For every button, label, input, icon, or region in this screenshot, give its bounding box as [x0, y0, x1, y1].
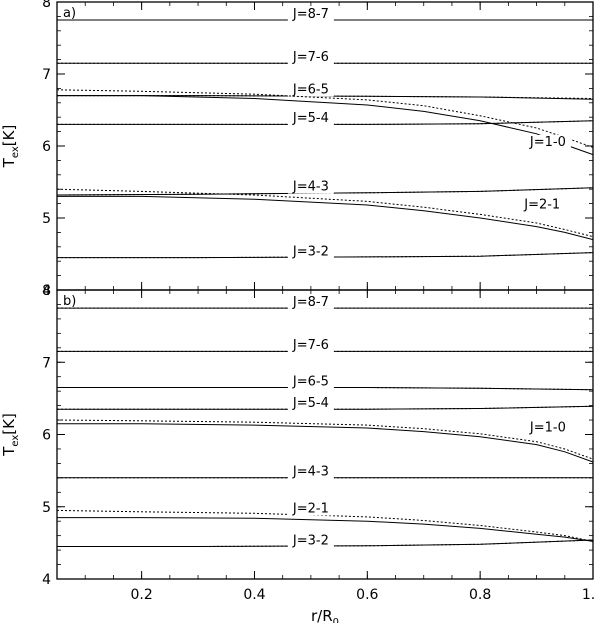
label-background	[287, 50, 334, 65]
series-J=7-6: J=7-6	[57, 50, 593, 65]
y-label-unit: [K]	[0, 413, 18, 435]
series-J=4-3: J=4-3	[56, 179, 594, 196]
label-background	[287, 6, 334, 21]
series-line-solid	[57, 405, 594, 410]
y-label-main: T	[0, 446, 18, 457]
y-axis-label: Tex[K]	[0, 413, 21, 457]
y-tick-label: 6	[42, 428, 51, 444]
label-background	[287, 294, 334, 309]
x-label-sub: 0	[333, 617, 339, 623]
series-line-dotted	[56, 188, 594, 238]
curve-label: J=6-5	[292, 82, 329, 97]
series-J=1-0: J=1-0	[56, 419, 594, 463]
series-J=3-2: J=3-2	[57, 244, 594, 259]
y-tick-label: 8	[42, 0, 51, 11]
series-J=2-1: J=2-1	[56, 501, 594, 542]
x-label-main: r/R	[311, 607, 333, 623]
curve-label: J=4-3	[292, 180, 329, 195]
label-background	[524, 135, 571, 149]
panel-label: b)	[63, 294, 76, 309]
y-tick-label: 7	[42, 355, 51, 371]
curve-label: J=3-2	[292, 533, 329, 548]
series-line-solid	[57, 252, 594, 259]
curve-label: J=2-1	[523, 198, 560, 213]
series-line-dotted	[56, 419, 594, 460]
y-label-main: T	[0, 157, 18, 168]
x-axis-label: r/R0	[311, 607, 339, 623]
label-background	[287, 464, 334, 479]
curve-label: J=7-6	[292, 338, 329, 353]
label-background	[287, 533, 334, 548]
label-background	[519, 197, 566, 212]
curve-label: J=2-1	[292, 502, 329, 517]
curve-label: J=1-0	[529, 135, 566, 150]
label-background	[287, 111, 334, 126]
series-line-solid	[57, 423, 594, 463]
label-background	[287, 338, 334, 353]
label-background	[287, 396, 334, 411]
x-tick-label: 0.6	[356, 587, 378, 603]
label-background	[287, 82, 334, 97]
y-label-unit: [K]	[0, 125, 18, 147]
y-tick-label: 6	[42, 139, 51, 155]
series-J=6-5: J=6-5	[57, 82, 594, 100]
curve-label: J=8-7	[292, 7, 329, 22]
x-tick-label: 1.0	[582, 587, 596, 603]
series-line-solid	[57, 387, 594, 391]
x-tick-label: 0.8	[469, 587, 491, 603]
y-tick-label: 4	[42, 572, 51, 588]
curve-label: J=8-7	[292, 295, 329, 310]
panel-label: a)	[63, 6, 76, 21]
series-J=4-3: J=4-3	[57, 464, 593, 480]
y-label-sub: ex	[10, 146, 21, 158]
label-background	[287, 374, 334, 389]
label-background	[287, 244, 334, 259]
y-tick-label: 4	[42, 283, 51, 299]
series-J=6-5: J=6-5	[57, 374, 594, 391]
series-J=2-1: J=2-1	[56, 188, 594, 241]
y-label-sub: ex	[10, 435, 21, 447]
y-tick-label: 5	[42, 211, 51, 227]
series-J=8-7: J=8-7	[57, 294, 593, 310]
series-line-solid	[57, 539, 594, 547]
curve-label: J=7-6	[292, 50, 329, 65]
series-J=5-4: J=5-4	[57, 111, 594, 126]
x-tick-label: 0.4	[243, 587, 265, 603]
label-background	[524, 420, 571, 435]
series-J=5-4: J=5-4	[57, 396, 594, 411]
label-background	[287, 179, 334, 194]
label-background	[287, 501, 334, 516]
curve-label: J=1-0	[529, 421, 566, 436]
curve-label: J=6-5	[292, 374, 329, 389]
series-line-solid	[57, 120, 594, 125]
series-line-solid	[57, 195, 594, 241]
curve-label: J=4-3	[292, 465, 329, 480]
series-J=3-2: J=3-2	[57, 533, 594, 548]
series-J=1-0: J=1-0	[56, 89, 594, 156]
series-line-solid	[57, 517, 594, 542]
y-tick-label: 5	[42, 500, 51, 516]
panel-a: 4 5 6 7 8 Tex[K] a) J=8-7 J=7-6 J=6-5 J=5-4 J=1-0 J=…	[0, 0, 594, 299]
y-axis-label: Tex[K]	[0, 125, 21, 169]
series-line-solid	[56, 187, 594, 196]
series-J=8-7: J=8-7	[57, 6, 593, 22]
y-tick-label: 8	[42, 283, 51, 299]
curve-label: J=5-4	[292, 111, 329, 126]
curve-label: J=5-4	[292, 396, 329, 411]
series-J=7-6: J=7-6	[57, 338, 593, 353]
curve-label: J=3-2	[292, 244, 329, 259]
y-tick-label: 7	[42, 67, 51, 83]
panel-b: 0.2 0.4 0.6 0.8 1.0 4 5 6 7 8 Tex[K] b) J=8-7 J=7-6 J=…	[0, 283, 596, 623]
x-tick-label: 0.2	[130, 587, 152, 603]
